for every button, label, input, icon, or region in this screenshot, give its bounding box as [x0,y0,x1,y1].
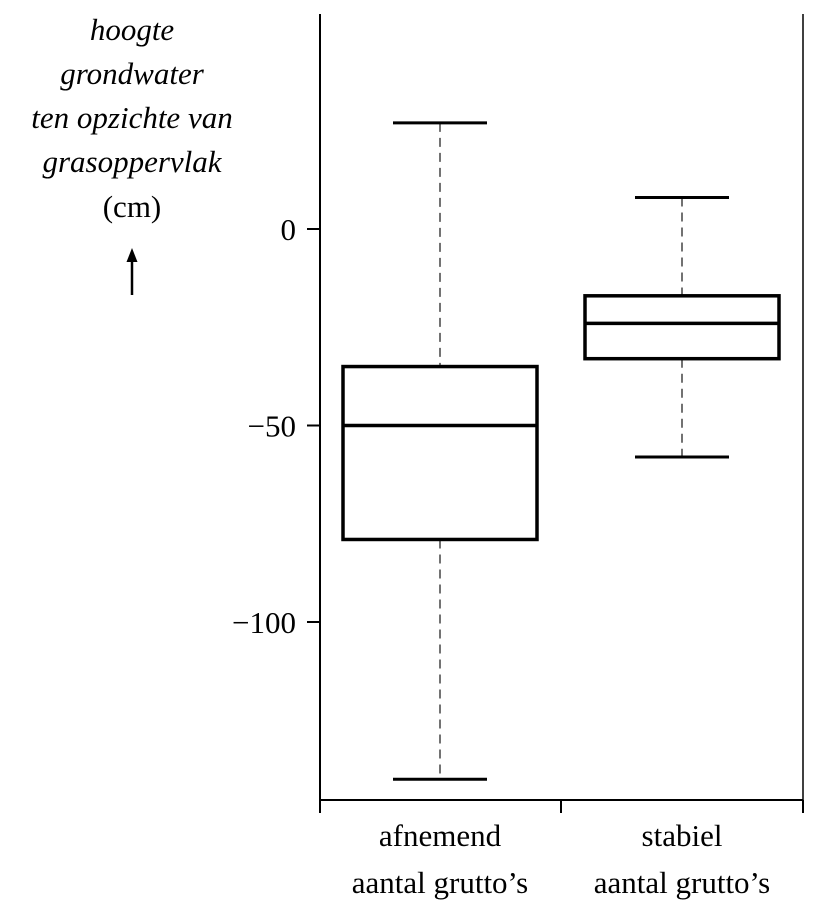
category-1-label-line-1: afnemend [379,818,502,853]
y-axis-title-line-1: hoogte [90,12,175,47]
y-axis-unit: (cm) [103,189,162,224]
iqr-box [583,294,781,361]
box-series [341,121,781,781]
y-axis-title-line-2: grondwater [60,56,204,91]
y-axis-title-line-3: ten opzichte van [31,100,232,135]
y-axis-title: hoogte grondwater ten opzichte van graso… [31,12,232,224]
box-group-1 [341,121,539,781]
category-1-label-line-2: aantal grutto’s [352,865,528,900]
y-tick-label: −100 [232,605,296,640]
x-axis-labels: afnemend aantal grutto’s stabiel aantal … [352,818,770,900]
box-group-2 [583,196,781,459]
y-tick-label: −50 [248,409,296,444]
category-2-label-line-2: aantal grutto’s [594,865,770,900]
category-2-label-line-1: stabiel [642,818,723,853]
up-arrow-icon [126,248,138,295]
y-axis-ticks: 0 −50 −100 [232,212,320,640]
iqr-box [341,364,539,542]
y-axis-title-line-4: grasoppervlak [42,144,222,179]
y-tick-label: 0 [281,212,297,247]
